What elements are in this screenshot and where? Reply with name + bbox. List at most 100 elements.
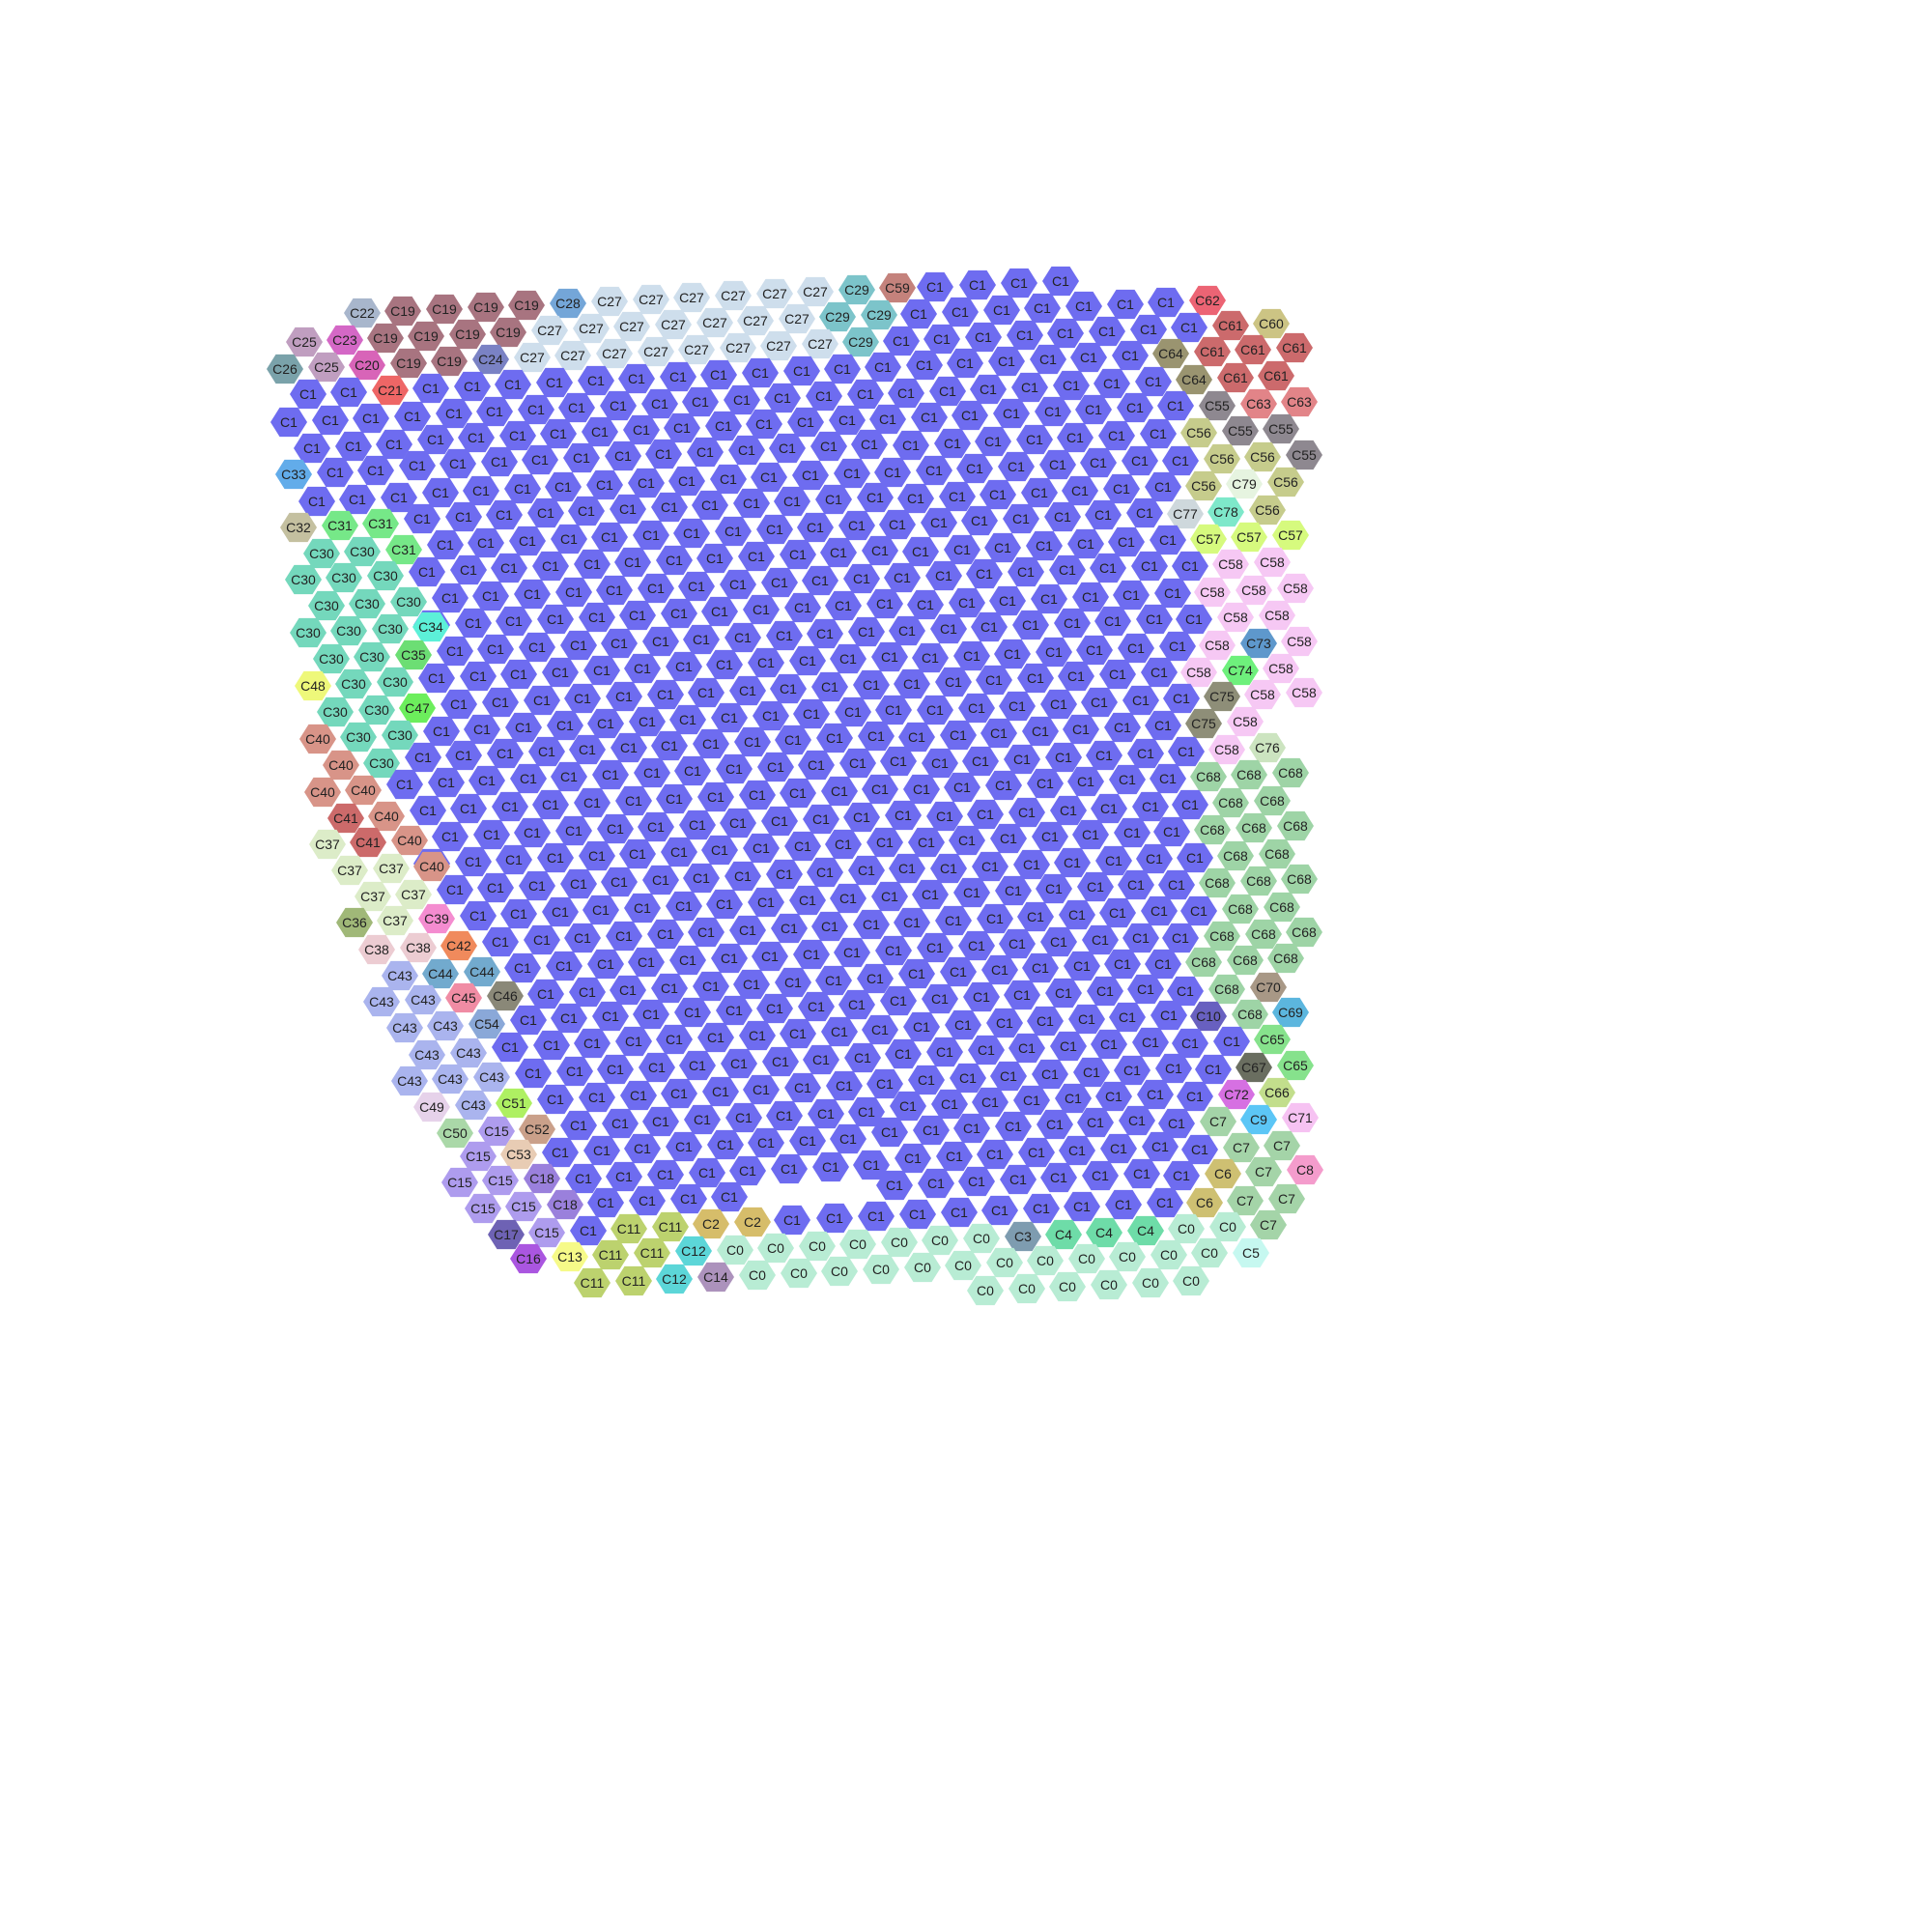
hex-cell	[1032, 821, 1068, 852]
hex-spot: C1	[515, 1058, 552, 1089]
hex-label: C68	[1196, 769, 1221, 784]
hex-cell	[942, 297, 979, 327]
hex-cell	[912, 642, 949, 673]
hex-label: C1	[776, 628, 793, 643]
hex-spot: C29	[861, 299, 897, 330]
hex-spot: C1	[803, 804, 839, 835]
hex-spot: C1	[458, 422, 495, 453]
hex-spot: C1	[1065, 291, 1102, 322]
hex-label: C1	[1132, 693, 1150, 708]
hex-cell	[769, 433, 806, 464]
hex-cell	[1132, 1267, 1169, 1298]
hex-cell	[940, 956, 977, 987]
hex-label: C30	[309, 546, 334, 561]
hex-spot: C68	[1208, 974, 1245, 1005]
hex-spot: C1	[739, 780, 776, 810]
hex-label: C68	[1223, 848, 1248, 864]
hex-spot: C1	[464, 714, 500, 745]
hex-spot: C1	[551, 524, 587, 554]
hex-cell	[848, 1096, 885, 1127]
hex-label: C1	[693, 870, 710, 886]
hex-label: C1	[1181, 558, 1199, 574]
hex-label: C1	[538, 744, 555, 759]
hex-spot: C1	[1095, 1081, 1132, 1112]
hex-spot: C1	[1013, 849, 1050, 880]
hex-spot: C27	[613, 311, 650, 342]
hex-spot: C1	[1195, 1054, 1232, 1085]
hex-label: C1	[776, 867, 793, 882]
hex-label: C51	[501, 1095, 526, 1111]
hex-cell	[916, 455, 952, 486]
hex-label: C1	[739, 1163, 756, 1179]
hex-label: C40	[305, 731, 330, 747]
hex-label: C43	[387, 968, 412, 983]
hex-cell	[473, 1062, 510, 1093]
hex-spot: C1	[865, 352, 901, 383]
hex-cell	[642, 1106, 679, 1137]
hex-cell	[547, 710, 583, 741]
hex-cell	[1287, 1154, 1323, 1185]
hex-cell	[751, 462, 787, 493]
hex-cell	[958, 1166, 995, 1197]
hex-cell	[894, 668, 930, 699]
hex-cell	[925, 560, 962, 591]
hex-spot: C1	[950, 1063, 986, 1094]
hex-cell	[808, 1098, 844, 1129]
hex-label: C1	[1000, 1068, 1017, 1084]
hex-spot: C1	[679, 1050, 716, 1081]
hex-label: C1	[717, 1137, 734, 1152]
hex-cell	[382, 720, 418, 751]
hex-cell	[615, 1265, 652, 1296]
hex-cell	[1000, 1164, 1037, 1195]
hex-spot: C30	[390, 586, 427, 617]
hex-spot: C1	[519, 632, 555, 663]
hex-spot: C1	[579, 602, 615, 633]
hex-cell	[639, 1052, 675, 1083]
hex-cell	[579, 602, 615, 633]
hex-spot: C1	[477, 634, 514, 665]
hex-spot: C40	[299, 724, 336, 754]
hex-label: C1	[986, 1147, 1004, 1162]
hex-spot: C1	[1027, 768, 1064, 799]
hex-label: C1	[670, 1086, 688, 1101]
hex-cell	[967, 799, 1004, 830]
hex-spot: C1	[1059, 1135, 1095, 1166]
hex-label: C0	[849, 1236, 867, 1252]
hex-spot: C1	[742, 357, 779, 388]
hex-cell	[865, 352, 901, 383]
hex-label: C1	[950, 727, 967, 743]
hex-cell	[756, 993, 793, 1024]
hex-spot: C1	[1172, 789, 1208, 820]
hex-label: C7	[1273, 1138, 1291, 1153]
hex-cell	[327, 803, 364, 834]
hex-label: C1	[500, 560, 518, 576]
hex-label: C4	[1137, 1223, 1154, 1238]
hex-label: C46	[493, 988, 518, 1004]
hex-label: C1	[871, 1022, 889, 1037]
hex-label: C19	[413, 328, 439, 344]
hex-label: C1	[602, 1009, 619, 1024]
hex-label: C47	[405, 700, 430, 716]
hex-cell	[1105, 1189, 1142, 1220]
hex-cell	[869, 404, 906, 435]
hex-spot: C30	[285, 564, 322, 595]
hex-cell	[743, 1074, 780, 1105]
hex-label: C58	[1214, 742, 1239, 757]
hex-cell	[1109, 764, 1146, 795]
hex-label: C1	[1151, 665, 1168, 680]
hex-label: C1	[1010, 275, 1028, 291]
hex-label: C29	[825, 309, 850, 325]
hex-cell	[1035, 396, 1071, 427]
hex-cell	[696, 307, 733, 338]
hex-cell	[781, 1258, 817, 1289]
hex-cell	[1208, 497, 1244, 527]
hex-cell	[689, 1157, 725, 1188]
hex-label: C1	[941, 1096, 958, 1112]
hex-label: C1	[639, 714, 656, 729]
hex-spot: C0	[881, 1227, 918, 1258]
hex-cell	[1127, 1215, 1164, 1246]
hex-spot: C1	[830, 643, 867, 674]
hex-cell	[815, 484, 852, 515]
hex-spot: C1	[895, 1143, 931, 1174]
hex-cell	[613, 311, 650, 342]
